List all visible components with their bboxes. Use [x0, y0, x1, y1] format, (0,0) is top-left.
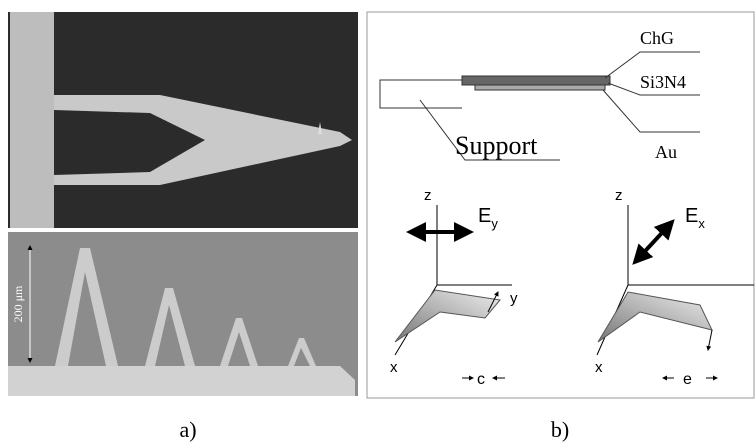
- field-subscript: x: [698, 216, 705, 231]
- sem-image-top: [8, 12, 358, 228]
- page: {"panel_a": {"scale_label": "200 μm", "c…: [0, 0, 755, 444]
- axes-right: [597, 205, 754, 378]
- layer-label: ChG: [640, 28, 674, 48]
- figure: 200 μm a) ChG Si3N4 Au Support z y x Ey …: [0, 0, 755, 444]
- mode-label: e: [683, 371, 692, 388]
- layer-label: Si3N4: [640, 72, 686, 92]
- field-subscript: y: [491, 216, 498, 231]
- field-label: Ey: [478, 205, 498, 231]
- caption: a): [179, 417, 196, 442]
- field-label: Ex: [685, 205, 705, 231]
- field-symbol: E: [685, 205, 698, 227]
- field-symbol: E: [478, 205, 491, 227]
- axis-label: y: [510, 290, 518, 307]
- mode-label: c: [477, 371, 485, 388]
- axis-label: z: [615, 187, 623, 204]
- sem-image-bottom: 200 μm: [8, 232, 358, 396]
- caption: b): [551, 417, 569, 442]
- layer-label: Au: [655, 142, 677, 162]
- scale-label: 200 μm: [11, 285, 25, 322]
- axis-label: x: [390, 359, 398, 376]
- support-label: Support: [455, 131, 538, 160]
- axis-label: x: [595, 359, 603, 376]
- axis-label: z: [424, 187, 432, 204]
- layer-diagram: [380, 52, 700, 160]
